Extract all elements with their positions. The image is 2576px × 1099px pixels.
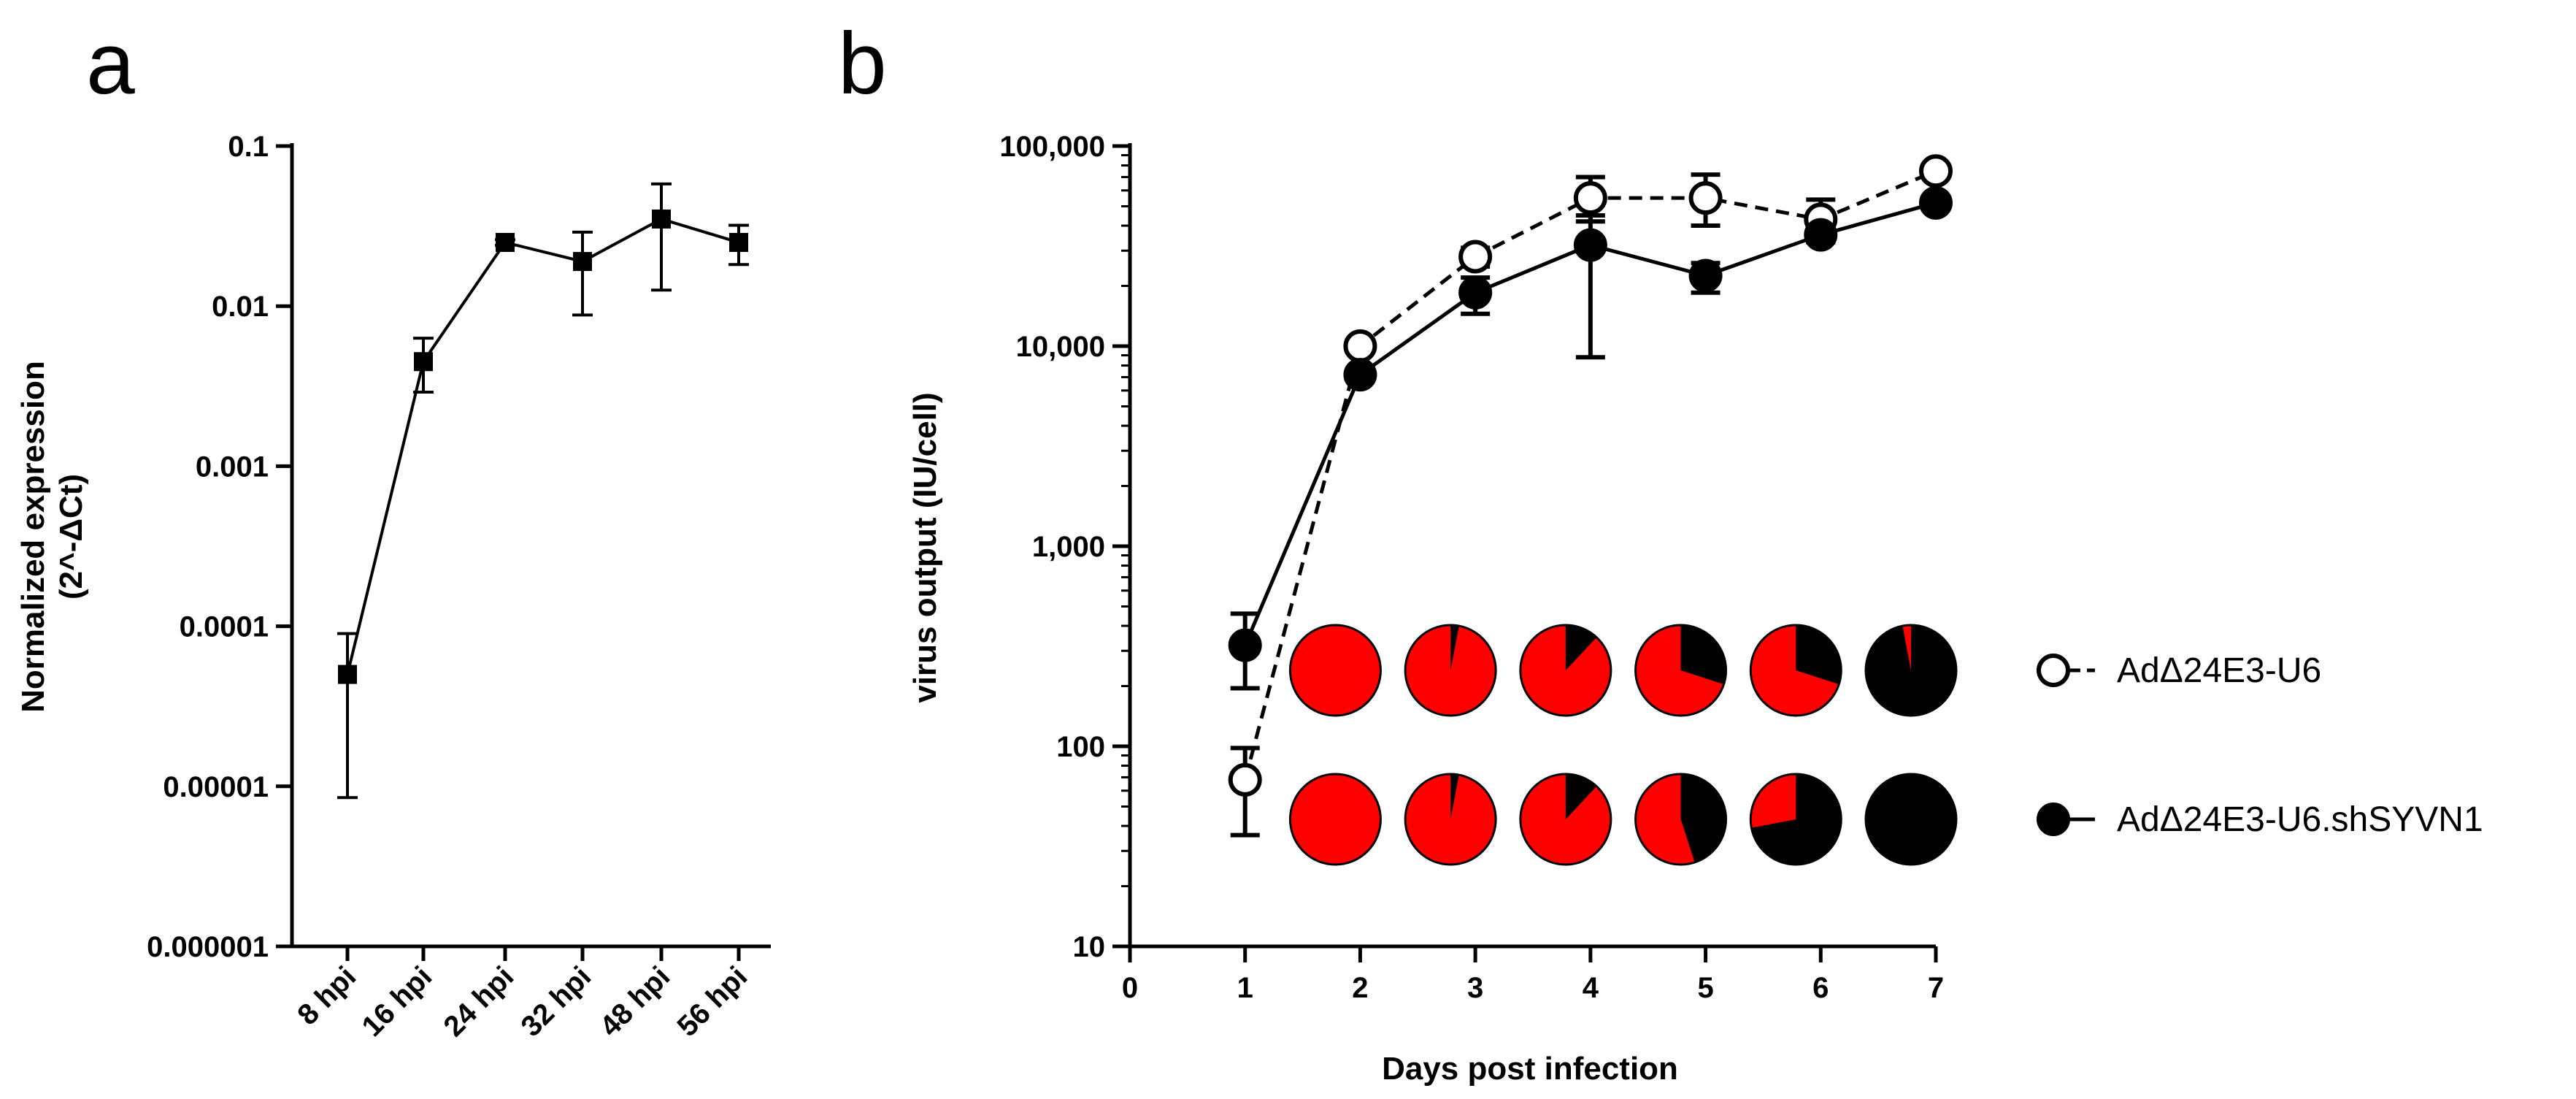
panel-b-chart: 10 100 1,000 10,000 100,000 0 1 2 3 4 5 6 7 virus o…	[907, 131, 2483, 1087]
panel-b-y-tick-label: 1,000	[1032, 531, 1105, 563]
legend-filled-circle-marker	[2037, 803, 2070, 836]
panel-b-series	[1228, 154, 1953, 838]
panel-a-x-tick-label: 24 hpi	[438, 960, 520, 1043]
panel-b-x-axis-title: Days post infection	[1382, 1051, 1678, 1087]
panel-b-legend: AdΔ24E3-U6 AdΔ24E3-U6.shSYVN1	[2037, 651, 2483, 839]
panel-a-axes	[276, 143, 771, 961]
panel-a-y-tick-label: 0.0001	[180, 611, 269, 643]
panel-a-series-line	[346, 217, 739, 675]
panel-a-chart: 0.000001 0.00001 0.0001 0.001 0.01 0.1 8 hpi1…	[15, 131, 771, 1043]
legend-label-series-2: AdΔ24E3-U6.shSYVN1	[2117, 800, 2483, 839]
panel-b-open-circle-point	[1458, 240, 1493, 274]
panel-b-x-tick-label: 0	[1122, 972, 1138, 1004]
panel-a-y-tick-label: 0.000001	[147, 931, 269, 963]
panel-a-x-tick-label: 48 hpi	[594, 960, 677, 1043]
panel-b-open-circle-point	[1688, 181, 1723, 215]
panel-b-pie-slice-black	[1450, 625, 1459, 670]
panel-a-letter: a	[86, 15, 135, 112]
panel-a-y-tick-label: 0.1	[228, 131, 269, 163]
panel-a-data-point	[652, 209, 671, 229]
panel-b-x-tick-label: 6	[1812, 972, 1829, 1004]
panel-b-pie-chart	[1288, 624, 1382, 717]
panel-b-pie-slice-black	[1680, 625, 1726, 685]
panel-a-series	[337, 182, 749, 800]
panel-b-pie-slice-black	[1751, 774, 1842, 865]
panel-b-open-circle-point	[1919, 154, 1953, 188]
panel-b-x-tick-labels: 0 1 2 3 4 5 6 7	[1122, 972, 1944, 1004]
panel-b-y-tick-label: 100	[1056, 731, 1105, 763]
panel-b-y-tick-label: 100,000	[999, 131, 1105, 163]
panel-b-x-tick-label: 3	[1467, 972, 1483, 1004]
panel-a-y-tick-label: 0.00001	[163, 771, 269, 803]
panel-a-x-tick-label: 8 hpi	[291, 960, 362, 1031]
panel-a-data-point	[573, 252, 592, 272]
panel-a-x-tick-label: 56 hpi	[672, 960, 754, 1043]
panel-a-y-tick-label: 0.01	[212, 291, 269, 323]
panel-b-open-circle-point	[1343, 329, 1377, 363]
panel-b-y-axis-title: virus output (IU/cell)	[907, 392, 943, 702]
panel-b-filled-circle-point	[1343, 358, 1377, 392]
panel-a-data-point	[729, 232, 748, 252]
panel-a-y-axis-title-line2: (2^-ΔCt)	[53, 474, 89, 600]
panel-b-pie-slice-black	[1680, 774, 1726, 862]
panel-b-pie-slice-black	[1565, 774, 1597, 819]
panel-b-filled-circle-point	[1688, 259, 1723, 293]
panel-b-letter: b	[838, 15, 887, 112]
panel-b-pie-chart	[1288, 773, 1382, 866]
panel-b-pie-slice-black	[1565, 625, 1597, 670]
panel-b-x-tick-label: 5	[1697, 972, 1713, 1004]
panel-b-filled-circle-point	[1573, 228, 1607, 262]
panel-b-x-tick-label: 1	[1237, 972, 1253, 1004]
panel-b-filled-circle-point	[1919, 185, 1953, 220]
panel-a-y-tick-labels: 0.000001 0.00001 0.0001 0.001 0.01 0.1	[147, 131, 269, 963]
panel-b-filled-circle-point	[1804, 218, 1838, 252]
panel-a-y-axis-title: Normalized expression	[15, 361, 51, 713]
panel-b-y-tick-labels: 10 100 1,000 10,000 100,000	[999, 131, 1105, 963]
panel-b-filled-circle-point	[1228, 628, 1262, 662]
panel-a-y-tick-label: 0.001	[196, 451, 269, 483]
panel-b-open-circle-point	[1228, 762, 1262, 797]
panel-b-x-tick-label: 4	[1583, 972, 1599, 1004]
legend-label-series-1: AdΔ24E3-U6	[2117, 651, 2321, 690]
panel-b-pie-slice-black	[1866, 774, 1956, 865]
panel-b-y-tick-label: 10	[1073, 931, 1106, 963]
panel-b-y-tick-label: 10,000	[1016, 331, 1105, 363]
panel-b-open-circle-point	[1573, 181, 1607, 215]
panel-a-x-tick-label: 16 hpi	[356, 960, 439, 1043]
panel-b-pie-slice-black	[1450, 773, 1459, 819]
panel-b-x-tick-label: 2	[1352, 972, 1368, 1004]
panel-b-x-tick-label: 7	[1928, 972, 1944, 1004]
panel-b-axes	[1112, 143, 1938, 962]
panel-a-x-tick-label: 32 hpi	[515, 960, 598, 1043]
panel-a-data-point	[414, 352, 433, 372]
legend-open-circle-marker	[2037, 654, 2070, 687]
panel-a-data-point	[338, 665, 357, 684]
panel-a-data-point	[496, 232, 515, 252]
panel-b-pie-slice-black	[1796, 625, 1842, 685]
panel-b-pie-charts	[1288, 624, 1958, 866]
panel-b-pie-slice-black	[1865, 625, 1956, 716]
panel-b-filled-circle-point	[1458, 275, 1493, 310]
